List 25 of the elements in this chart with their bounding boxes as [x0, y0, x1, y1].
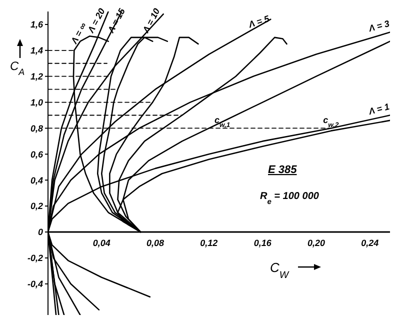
annotation: Λ = ∞ — [68, 20, 89, 46]
y-tick-label: 0,6 — [30, 149, 44, 160]
y-tick-label: 1,2 — [30, 72, 43, 82]
x-tick-label: 0,08 — [146, 238, 164, 248]
x-tick-label: 0,16 — [254, 238, 272, 248]
x-tick-label: 0,24 — [361, 238, 379, 248]
x-axis-title: C$_{W}$ — [270, 260, 290, 280]
annotation: Λ = 1 — [366, 102, 391, 117]
text: R$_{e}$ = 100 000 — [260, 191, 320, 206]
y-tick-label: 0,8 — [30, 123, 43, 134]
y-tick-label: 0 — [38, 227, 43, 238]
y-tick-label: 0,4 — [30, 175, 43, 186]
y-tick-label: 0,2 — [30, 201, 43, 212]
y-tick-label: 1,6 — [30, 20, 44, 30]
y-tick-label: 1,0 — [30, 97, 43, 108]
text: E 385 — [268, 164, 298, 176]
annotation: Λ = 3 — [366, 18, 391, 34]
y-tick-label: 1,4 — [30, 46, 43, 56]
x-tick-label: 0,20 — [307, 238, 325, 248]
y-axis-title: C$_{A}$ — [10, 59, 25, 77]
y-tick-label: -0,2 — [27, 253, 43, 264]
annotation: c$_{w,1}$ — [214, 115, 230, 129]
y-tick-label: -0,4 — [27, 279, 43, 290]
x-tick-label: 0,12 — [200, 238, 218, 248]
x-tick-label: 0,04 — [92, 238, 110, 248]
